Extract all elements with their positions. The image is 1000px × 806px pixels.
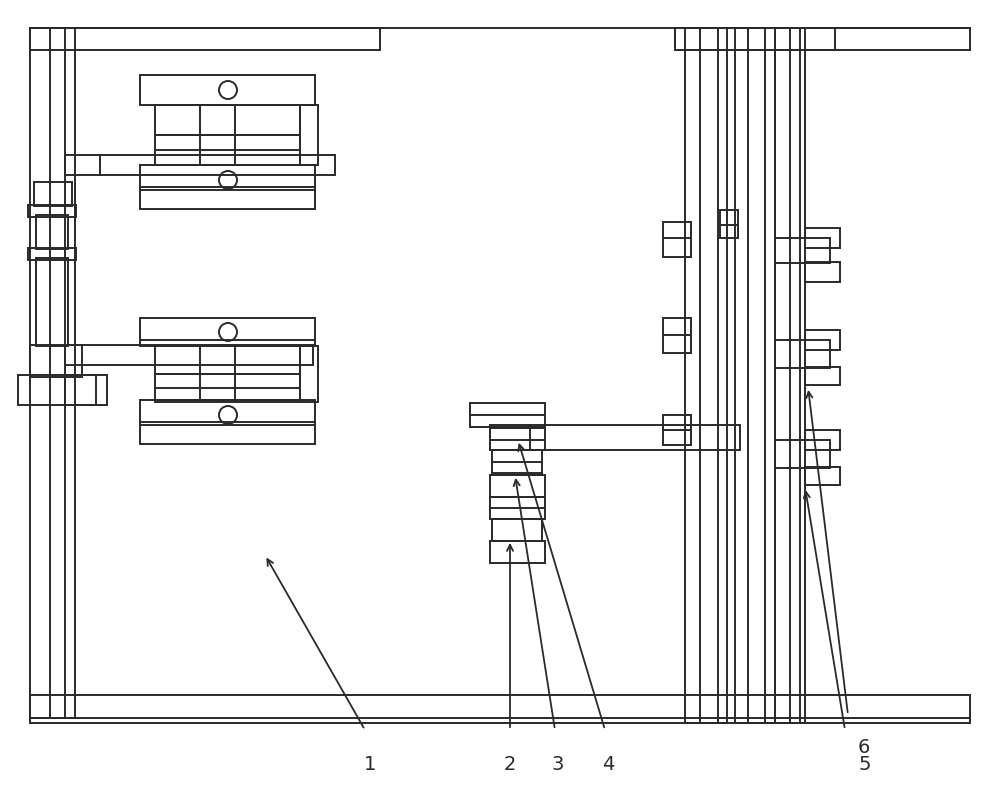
Bar <box>805 467 840 485</box>
Bar <box>300 346 318 402</box>
Bar <box>663 318 691 353</box>
Bar <box>65 155 335 175</box>
Bar <box>30 28 380 50</box>
Bar <box>30 28 75 718</box>
Bar <box>470 403 545 427</box>
Bar <box>663 222 691 257</box>
Bar <box>36 215 68 249</box>
Bar <box>140 165 315 190</box>
Bar <box>490 475 545 497</box>
Text: 5: 5 <box>858 755 870 774</box>
Bar <box>34 182 72 206</box>
Text: 2: 2 <box>504 755 516 774</box>
Bar <box>18 375 96 405</box>
Bar <box>155 105 300 135</box>
Bar <box>492 519 542 541</box>
Bar <box>492 450 542 475</box>
Bar <box>663 415 691 445</box>
Bar <box>805 330 840 350</box>
Bar <box>155 346 300 374</box>
Bar <box>36 258 68 346</box>
Text: 1: 1 <box>364 755 376 774</box>
Bar <box>65 375 107 405</box>
Bar <box>675 28 970 50</box>
Bar <box>805 430 840 450</box>
Bar <box>28 248 76 260</box>
Text: 4: 4 <box>602 755 614 774</box>
Bar <box>155 374 300 402</box>
Bar <box>490 541 545 563</box>
Bar <box>65 345 313 365</box>
Bar <box>775 238 830 263</box>
Bar <box>30 695 970 723</box>
Bar <box>155 135 300 165</box>
Bar <box>490 428 545 450</box>
Bar <box>490 425 740 450</box>
Bar <box>140 400 315 425</box>
Bar <box>720 210 738 238</box>
Bar <box>30 345 82 377</box>
Bar <box>28 205 76 217</box>
Text: 3: 3 <box>552 755 564 774</box>
Bar <box>140 75 315 105</box>
Bar <box>140 422 315 444</box>
Bar <box>675 28 835 50</box>
Bar <box>490 497 545 519</box>
Bar <box>805 262 840 282</box>
Bar <box>140 318 315 346</box>
Bar <box>805 228 840 248</box>
Bar <box>685 28 727 723</box>
Bar <box>300 105 318 165</box>
Bar <box>140 187 315 209</box>
Bar <box>735 28 775 723</box>
Bar <box>775 28 805 723</box>
Text: 6: 6 <box>858 738 870 757</box>
Bar <box>775 440 830 468</box>
Bar <box>775 340 830 368</box>
Bar <box>805 367 840 385</box>
